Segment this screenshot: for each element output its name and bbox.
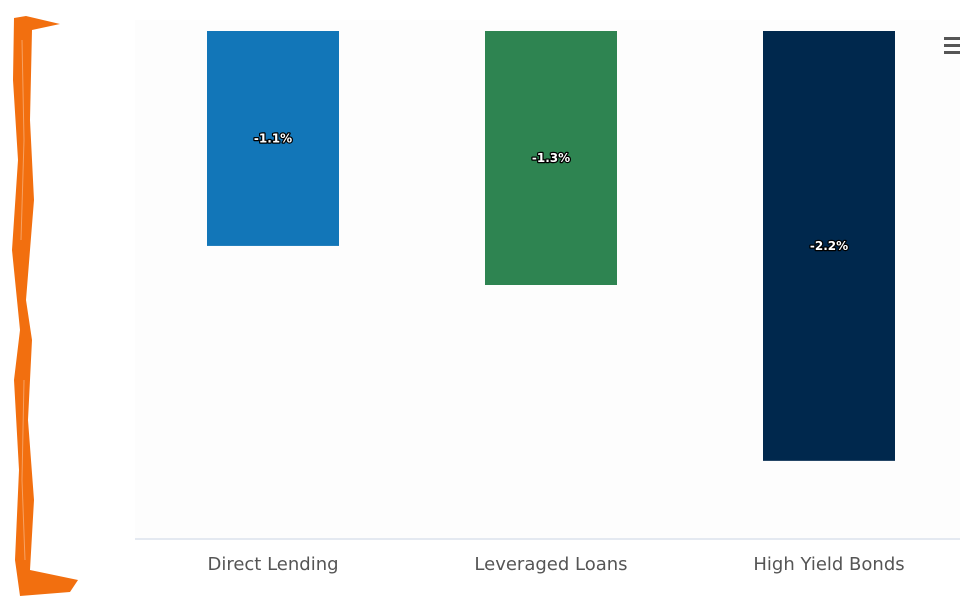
data-label: -2.2% — [810, 239, 848, 253]
x-axis-tick-label: Direct Lending — [207, 554, 338, 575]
x-axis-tick-labels: Direct Lending Leveraged Loans High Yield … — [207, 554, 904, 575]
data-label: -1.3% — [532, 151, 570, 165]
bar-leveraged-loans[interactable] — [485, 31, 617, 285]
bar-direct-lending[interactable] — [207, 31, 339, 246]
data-label: -1.1% — [254, 131, 292, 145]
bar-high-yield-bonds[interactable] — [763, 31, 895, 461]
decorative-bracket — [12, 16, 78, 596]
bars-layer — [207, 31, 895, 461]
labels-layer: -1.1% -1.3% -2.2% — [253, 130, 850, 254]
chart-menu-button[interactable] — [944, 37, 960, 59]
x-axis-tick-label: Leveraged Loans — [474, 554, 627, 575]
x-axis-tick-label: High Yield Bonds — [753, 554, 904, 575]
hamburger-menu-icon — [944, 37, 960, 40]
